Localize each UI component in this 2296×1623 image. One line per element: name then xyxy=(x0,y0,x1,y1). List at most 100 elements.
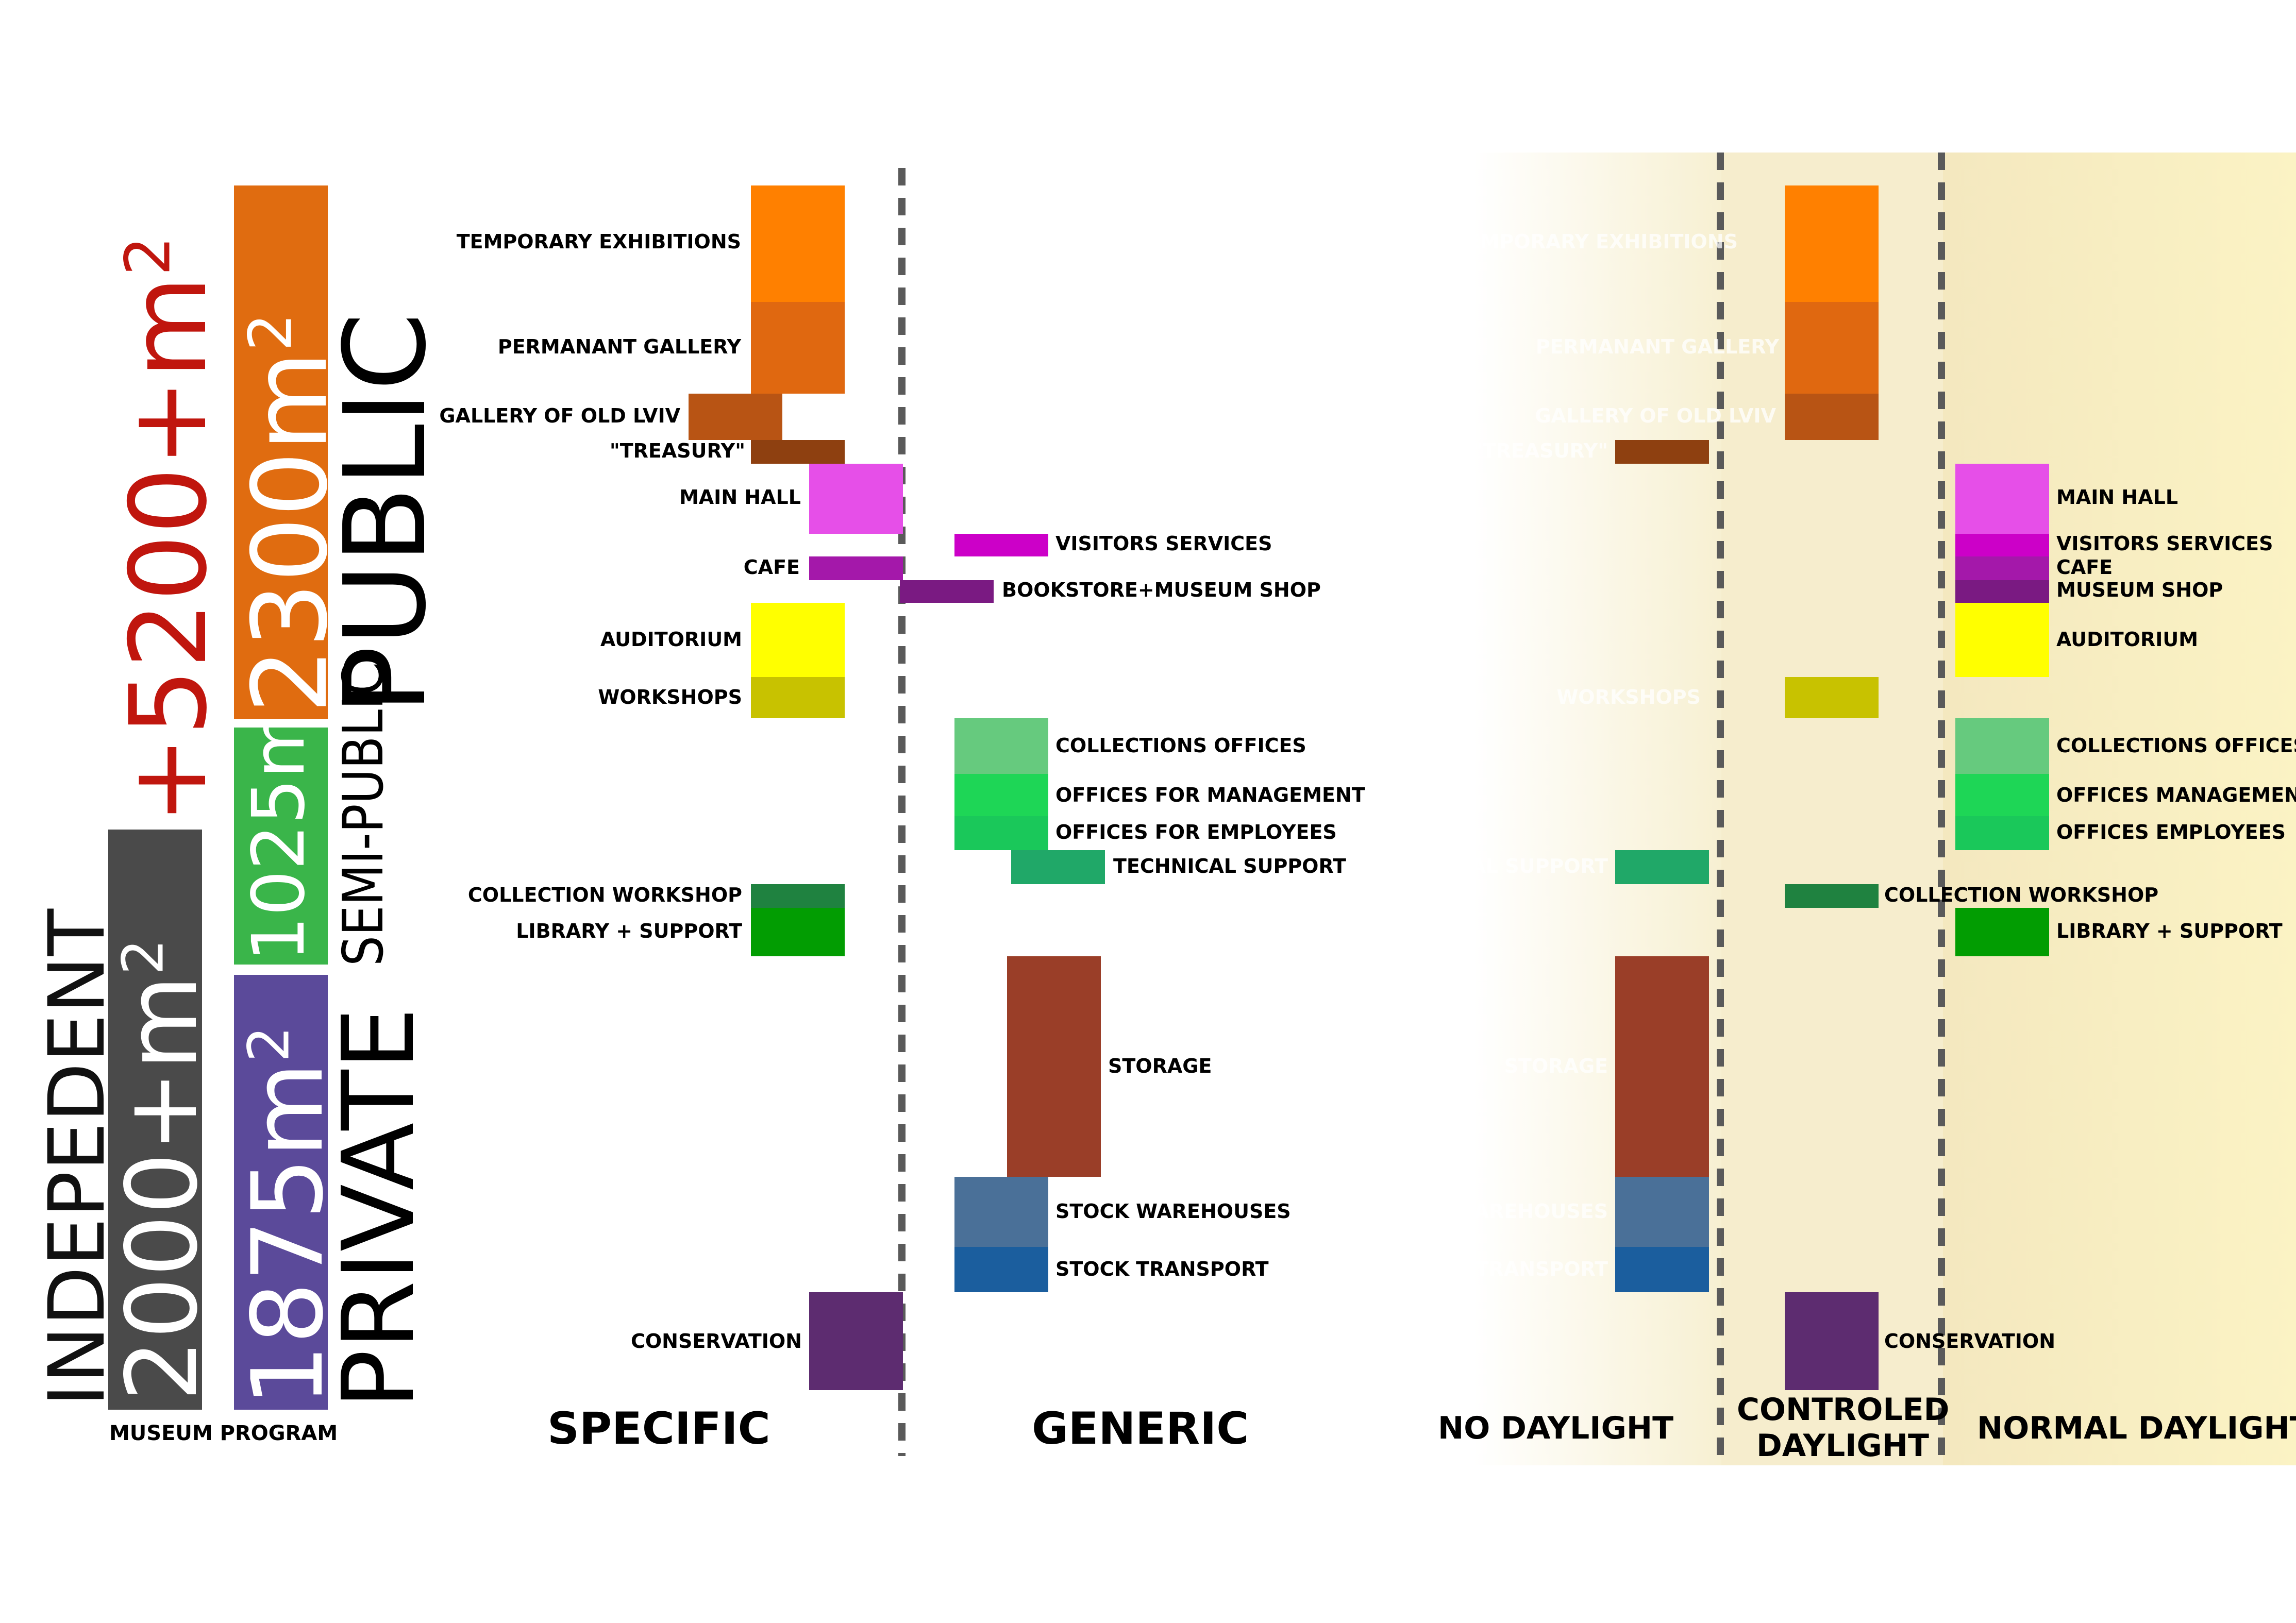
n-museum-shop-block xyxy=(1955,580,2049,603)
conservation-label: CONSERVATION xyxy=(630,1330,802,1352)
temporary-exhibitions-label: TEMPORARY EXHIBITIONS xyxy=(456,230,741,253)
visitors-services-block xyxy=(954,534,1048,556)
collection-workshop-label: COLLECTION WORKSHOP xyxy=(467,884,742,906)
no-controlled-divider xyxy=(1717,153,1724,1465)
nd-storage-block xyxy=(1615,956,1709,1177)
independent-label: INDEPEDENT xyxy=(32,908,122,1407)
treasury-block xyxy=(751,440,845,464)
no-daylight-heading: NO DAYLIGHT xyxy=(1438,1410,1674,1446)
storage-block xyxy=(1007,956,1101,1177)
n-library-block xyxy=(1955,908,2049,956)
ghost-old-lviv-label: GALLERY OF OLD LVIV xyxy=(1535,404,1776,427)
controlled-normal-divider xyxy=(1938,153,1945,1465)
permanent-gallery-block xyxy=(751,302,845,394)
stock-transport-label: STOCK TRANSPORT xyxy=(1055,1258,1269,1280)
independent-area-bar: 2000+m2 xyxy=(108,830,202,1410)
technical-support-label: TECHNICAL SUPPORT xyxy=(1113,855,1346,877)
n-auditorium-block xyxy=(1955,603,2049,677)
temporary-exhibitions-block xyxy=(751,185,845,302)
n-museum-shop-label: MUSEUM SHOP xyxy=(2056,579,2223,601)
offices-management-block xyxy=(954,774,1048,816)
bookstore-block xyxy=(900,580,994,603)
normal-daylight-heading: NORMAL DAYLIGHT xyxy=(1977,1410,2296,1446)
semi-public-area-bar: 1025m2 xyxy=(234,728,328,965)
public-label: PUBLIC xyxy=(321,312,451,714)
ghost-treasury-label: "TREASURY" xyxy=(1472,439,1608,462)
specific-heading: SPECIFIC xyxy=(547,1403,770,1455)
n-visitors-label: VISITORS SERVICES xyxy=(2056,532,2273,555)
stock-warehouses-block xyxy=(954,1177,1048,1247)
n-offices-employees-block xyxy=(1955,816,2049,850)
library-support-label: LIBRARY + SUPPORT xyxy=(516,920,742,942)
workshops-label: WORKSHOPS xyxy=(598,686,742,708)
gallery-old-lviv-block xyxy=(689,394,782,440)
cd-old-lviv-block xyxy=(1785,394,1879,440)
semi-public-label: SEMI-PUBLIC xyxy=(331,662,396,966)
n-main-hall-label: MAIN HALL xyxy=(2056,486,2178,509)
gallery-old-lviv-label: GALLERY OF OLD LVIV xyxy=(439,404,680,427)
specific-generic-divider xyxy=(898,168,906,1456)
generic-heading: GENERIC xyxy=(1032,1403,1249,1455)
ghost-permanent-label: PERMANANT GALLERY xyxy=(1535,335,1779,358)
private-area-bar: 1875m2 xyxy=(234,975,328,1410)
ghost-technical-label: TECHNICAL SUPPORT xyxy=(1375,855,1608,877)
n-offices-management-block xyxy=(1955,774,2049,816)
independent-area-value: 2000+m xyxy=(108,975,202,1401)
controlled-daylight-heading-2: DAYLIGHT xyxy=(1756,1428,1929,1464)
library-support-block xyxy=(751,908,845,956)
cd-conservation-label: CONSERVATION xyxy=(1884,1330,2056,1352)
visitors-services-label: VISITORS SERVICES xyxy=(1055,532,1272,555)
collections-offices-block xyxy=(954,718,1048,774)
cd-collection-workshop-label: COLLECTION WORKSHOP xyxy=(1884,884,2159,906)
n-collections-offices-block xyxy=(1955,718,2049,774)
main-hall-label: MAIN HALL xyxy=(679,486,801,509)
bookstore-label: BOOKSTORE+MUSEUM SHOP xyxy=(1002,579,1321,601)
public-area-bar: 2300m2 xyxy=(234,185,328,719)
nd-treasury-block xyxy=(1615,440,1709,464)
auditorium-block xyxy=(751,603,845,677)
n-library-label: LIBRARY + SUPPORT xyxy=(2056,920,2283,942)
museum-program-caption: MUSEUM PROGRAM xyxy=(109,1422,338,1445)
cd-conservation-block xyxy=(1785,1292,1879,1390)
ghost-temporary-label: TEMPORARY EXHIBITIONS xyxy=(1453,230,1738,253)
n-auditorium-label: AUDITORIUM xyxy=(2056,628,2199,651)
n-offices-employees-label: OFFICES EMPLOYEES xyxy=(2056,821,2286,843)
technical-support-block xyxy=(1011,850,1105,884)
ghost-workshops-label: WORKSHOPS xyxy=(1556,686,1701,708)
private-label: PRIVATE xyxy=(322,1007,437,1409)
offices-employees-block xyxy=(954,816,1048,850)
nd-technical-support-block xyxy=(1615,850,1709,884)
nd-stock-transport-block xyxy=(1615,1247,1709,1292)
offices-employees-label: OFFICES FOR EMPLOYEES xyxy=(1055,821,1337,843)
permanent-gallery-label: PERMANANT GALLERY xyxy=(497,335,741,358)
stock-transport-block xyxy=(954,1247,1048,1292)
ghost-storage-label: STORAGE xyxy=(1504,1055,1608,1077)
auditorium-label: AUDITORIUM xyxy=(600,628,742,651)
treasury-label: "TREASURY" xyxy=(609,439,745,462)
n-main-hall-block xyxy=(1955,464,2049,534)
n-cafe-block xyxy=(1955,556,2049,580)
cd-workshops-block xyxy=(1785,677,1879,718)
cd-temporary-block xyxy=(1785,185,1879,302)
n-collections-offices-label: COLLECTIONS OFFICES xyxy=(2056,734,2296,757)
public-area-value: 2300m xyxy=(234,351,328,714)
n-offices-management-label: OFFICES MANAGEMENT xyxy=(2056,784,2296,806)
private-area-value: 1875m xyxy=(234,1062,328,1407)
conservation-block xyxy=(809,1292,903,1390)
collections-offices-label: COLLECTIONS OFFICES xyxy=(1055,734,1306,757)
main-hall-block xyxy=(809,464,903,534)
storage-label: STORAGE xyxy=(1108,1055,1212,1077)
cd-permanent-block xyxy=(1785,302,1879,394)
ghost-stock-transport-label: STOCK TRANSPORT xyxy=(1395,1258,1608,1280)
stock-warehouses-label: STOCK WAREHOUSES xyxy=(1055,1200,1291,1223)
cafe-label: CAFE xyxy=(743,556,800,579)
n-cafe-label: CAFE xyxy=(2056,556,2113,579)
cd-collection-workshop-block xyxy=(1785,884,1879,908)
cafe-block xyxy=(809,556,903,580)
total-area: +5200+m2 xyxy=(108,236,230,824)
controlled-daylight-heading-1: CONTROLED xyxy=(1737,1392,1950,1428)
ghost-stock-warehouses-label: STOCK WAREHOUSES xyxy=(1372,1200,1608,1223)
offices-management-label: OFFICES FOR MANAGEMENT xyxy=(1055,784,1365,806)
workshops-block xyxy=(751,677,845,718)
